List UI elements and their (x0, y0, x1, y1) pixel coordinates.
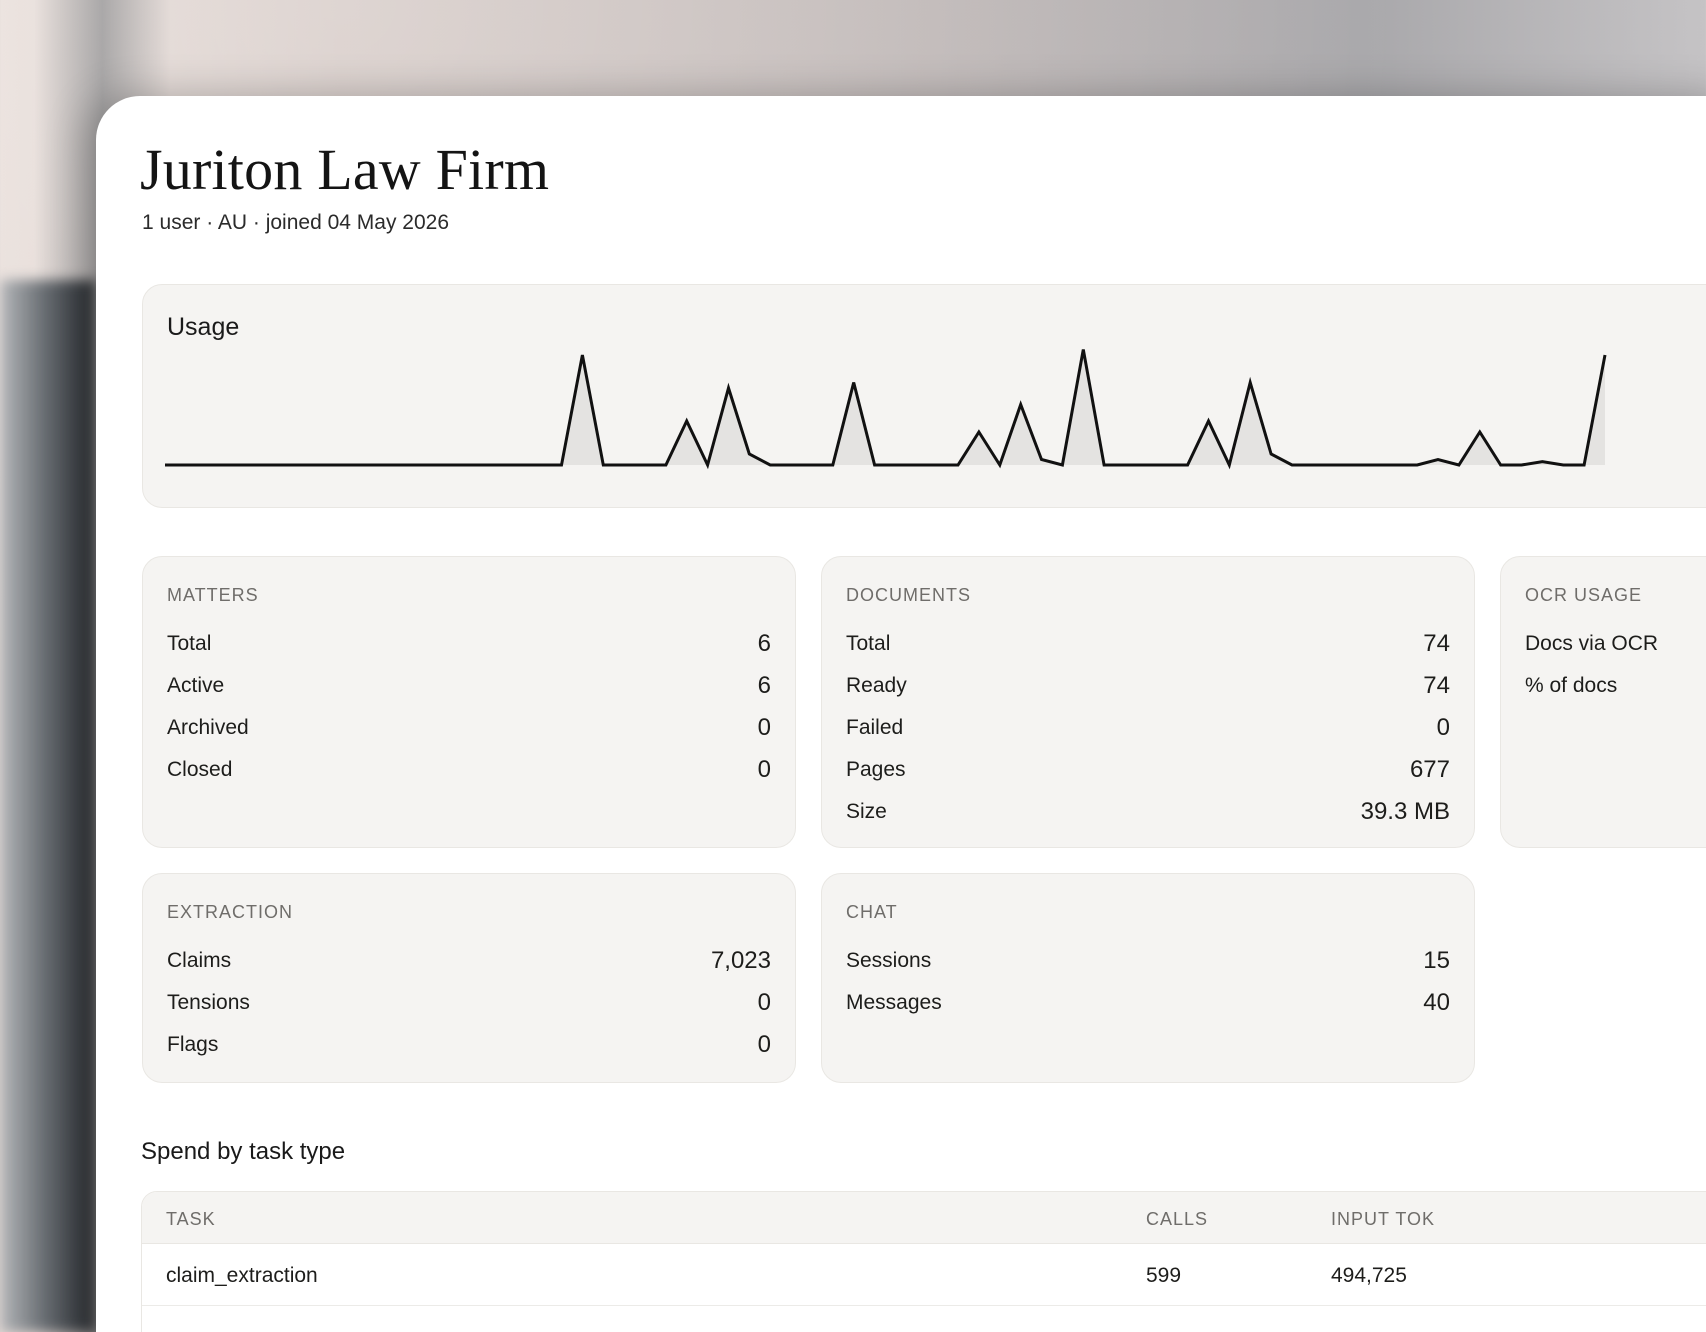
stat-value: 74 (1423, 672, 1450, 699)
ocr-row: Docs via OCR (1525, 623, 1706, 665)
extraction-row: Claims 7,023 (167, 940, 771, 982)
documents-card: DOCUMENTS Total 74 Ready 74 Failed 0 Pages 677 S… (821, 556, 1475, 848)
ocr-row: % of docs (1525, 665, 1706, 707)
extraction-row: Tensions 0 (167, 982, 771, 1024)
chat-rows: Sessions 15 Messages 40 (846, 940, 1450, 1024)
usage-title: Usage (167, 313, 240, 341)
stat-key: Messages (846, 991, 942, 1014)
stat-value: 677 (1409, 756, 1450, 783)
stat-key: Docs via OCR (1525, 632, 1659, 655)
cell-calls: 599 (1146, 1264, 1182, 1287)
column-header-task[interactable]: TASK (166, 1209, 216, 1229)
table-row[interactable]: claim_extraction 599 494,725 (142, 1244, 1706, 1306)
documents-row: Failed 0 (846, 707, 1450, 749)
column-header-input-tok[interactable]: INPUT TOK (1331, 1209, 1436, 1229)
cell-input-tok: 494,725 (1331, 1264, 1407, 1287)
column-header-calls[interactable]: CALLS (1146, 1209, 1209, 1229)
stat-value: 6 (757, 672, 771, 699)
extraction-card: EXTRACTION Claims 7,023 Tensions 0 Flags 0 (142, 873, 796, 1083)
ocr-usage-label: OCR USAGE (1525, 585, 1643, 605)
documents-row: Pages 677 (846, 749, 1450, 791)
cell-task: claim_extraction (166, 1264, 318, 1287)
usage-area (165, 349, 1605, 465)
stat-key: Claims (167, 949, 232, 972)
matters-card: MATTERS Total 6 Active 6 Archived 0 Closed 0 (142, 556, 796, 848)
chat-row: Messages 40 (846, 982, 1450, 1024)
stat-value: 0 (757, 1031, 771, 1058)
app-window: Juriton Law Firm 1 user · AU · joined 04… (96, 96, 1706, 1332)
stat-value: 39.3 MB (1360, 798, 1450, 825)
stat-value: 0 (1436, 714, 1450, 741)
extraction-rows: Claims 7,023 Tensions 0 Flags 0 (167, 940, 771, 1066)
documents-rows: Total 74 Ready 74 Failed 0 Pages 677 Size 39.3 MB (846, 623, 1450, 833)
matters-rows: Total 6 Active 6 Archived 0 Closed 0 (167, 623, 771, 791)
stat-key: Flags (167, 1033, 219, 1056)
stat-key: % of docs (1525, 674, 1618, 697)
stat-value: 0 (757, 756, 771, 783)
usage-card: Usage (142, 284, 1706, 508)
spend-table-header: TASK CALLS INPUT TOK (142, 1192, 1706, 1244)
stat-value: 0 (757, 989, 771, 1016)
spend-title: Spend by task type (141, 1138, 346, 1165)
stat-value: 74 (1423, 630, 1450, 657)
chat-row: Sessions 15 (846, 940, 1450, 982)
stat-key: Tensions (167, 991, 250, 1014)
chat-label: CHAT (846, 902, 898, 922)
matters-row: Archived 0 (167, 707, 771, 749)
usage-line (165, 349, 1607, 470)
stat-key: Archived (167, 716, 249, 739)
matters-row: Closed 0 (167, 749, 771, 791)
background-edge (0, 280, 96, 1332)
stat-key: Size (846, 800, 887, 823)
stat-key: Total (167, 632, 212, 655)
matters-label: MATTERS (167, 585, 259, 605)
spend-table: TASK CALLS INPUT TOK claim_extraction 59… (141, 1191, 1706, 1332)
stat-value: 6 (757, 630, 771, 657)
stat-key: Active (167, 674, 225, 697)
ocr-rows: Docs via OCR % of docs (1525, 623, 1706, 707)
stat-value: 0 (757, 714, 771, 741)
stat-key: Pages (846, 758, 906, 781)
extraction-label: EXTRACTION (167, 902, 294, 922)
documents-row: Size 39.3 MB (846, 791, 1450, 833)
stat-value: 7,023 (710, 947, 771, 974)
matters-row: Total 6 (167, 623, 771, 665)
chat-card: CHAT Sessions 15 Messages 40 (821, 873, 1475, 1083)
stat-key: Ready (846, 674, 907, 697)
documents-row: Ready 74 (846, 665, 1450, 707)
usage-chart (165, 349, 1607, 470)
stat-key: Sessions (846, 949, 932, 972)
documents-label: DOCUMENTS (846, 585, 971, 605)
matters-row: Active 6 (167, 665, 771, 707)
ocr-usage-card: OCR USAGE Docs via OCR % of docs (1500, 556, 1706, 848)
stat-key: Failed (846, 716, 904, 739)
stat-key: Total (846, 632, 891, 655)
documents-row: Total 74 (846, 623, 1450, 665)
stat-key: Closed (167, 758, 233, 781)
page-title: Juriton Law Firm (140, 137, 550, 202)
stat-value: 40 (1423, 989, 1450, 1016)
stat-value: 15 (1423, 947, 1450, 974)
extraction-row: Flags 0 (167, 1024, 771, 1066)
page-subtitle: 1 user · AU · joined 04 May 2026 (142, 211, 450, 234)
